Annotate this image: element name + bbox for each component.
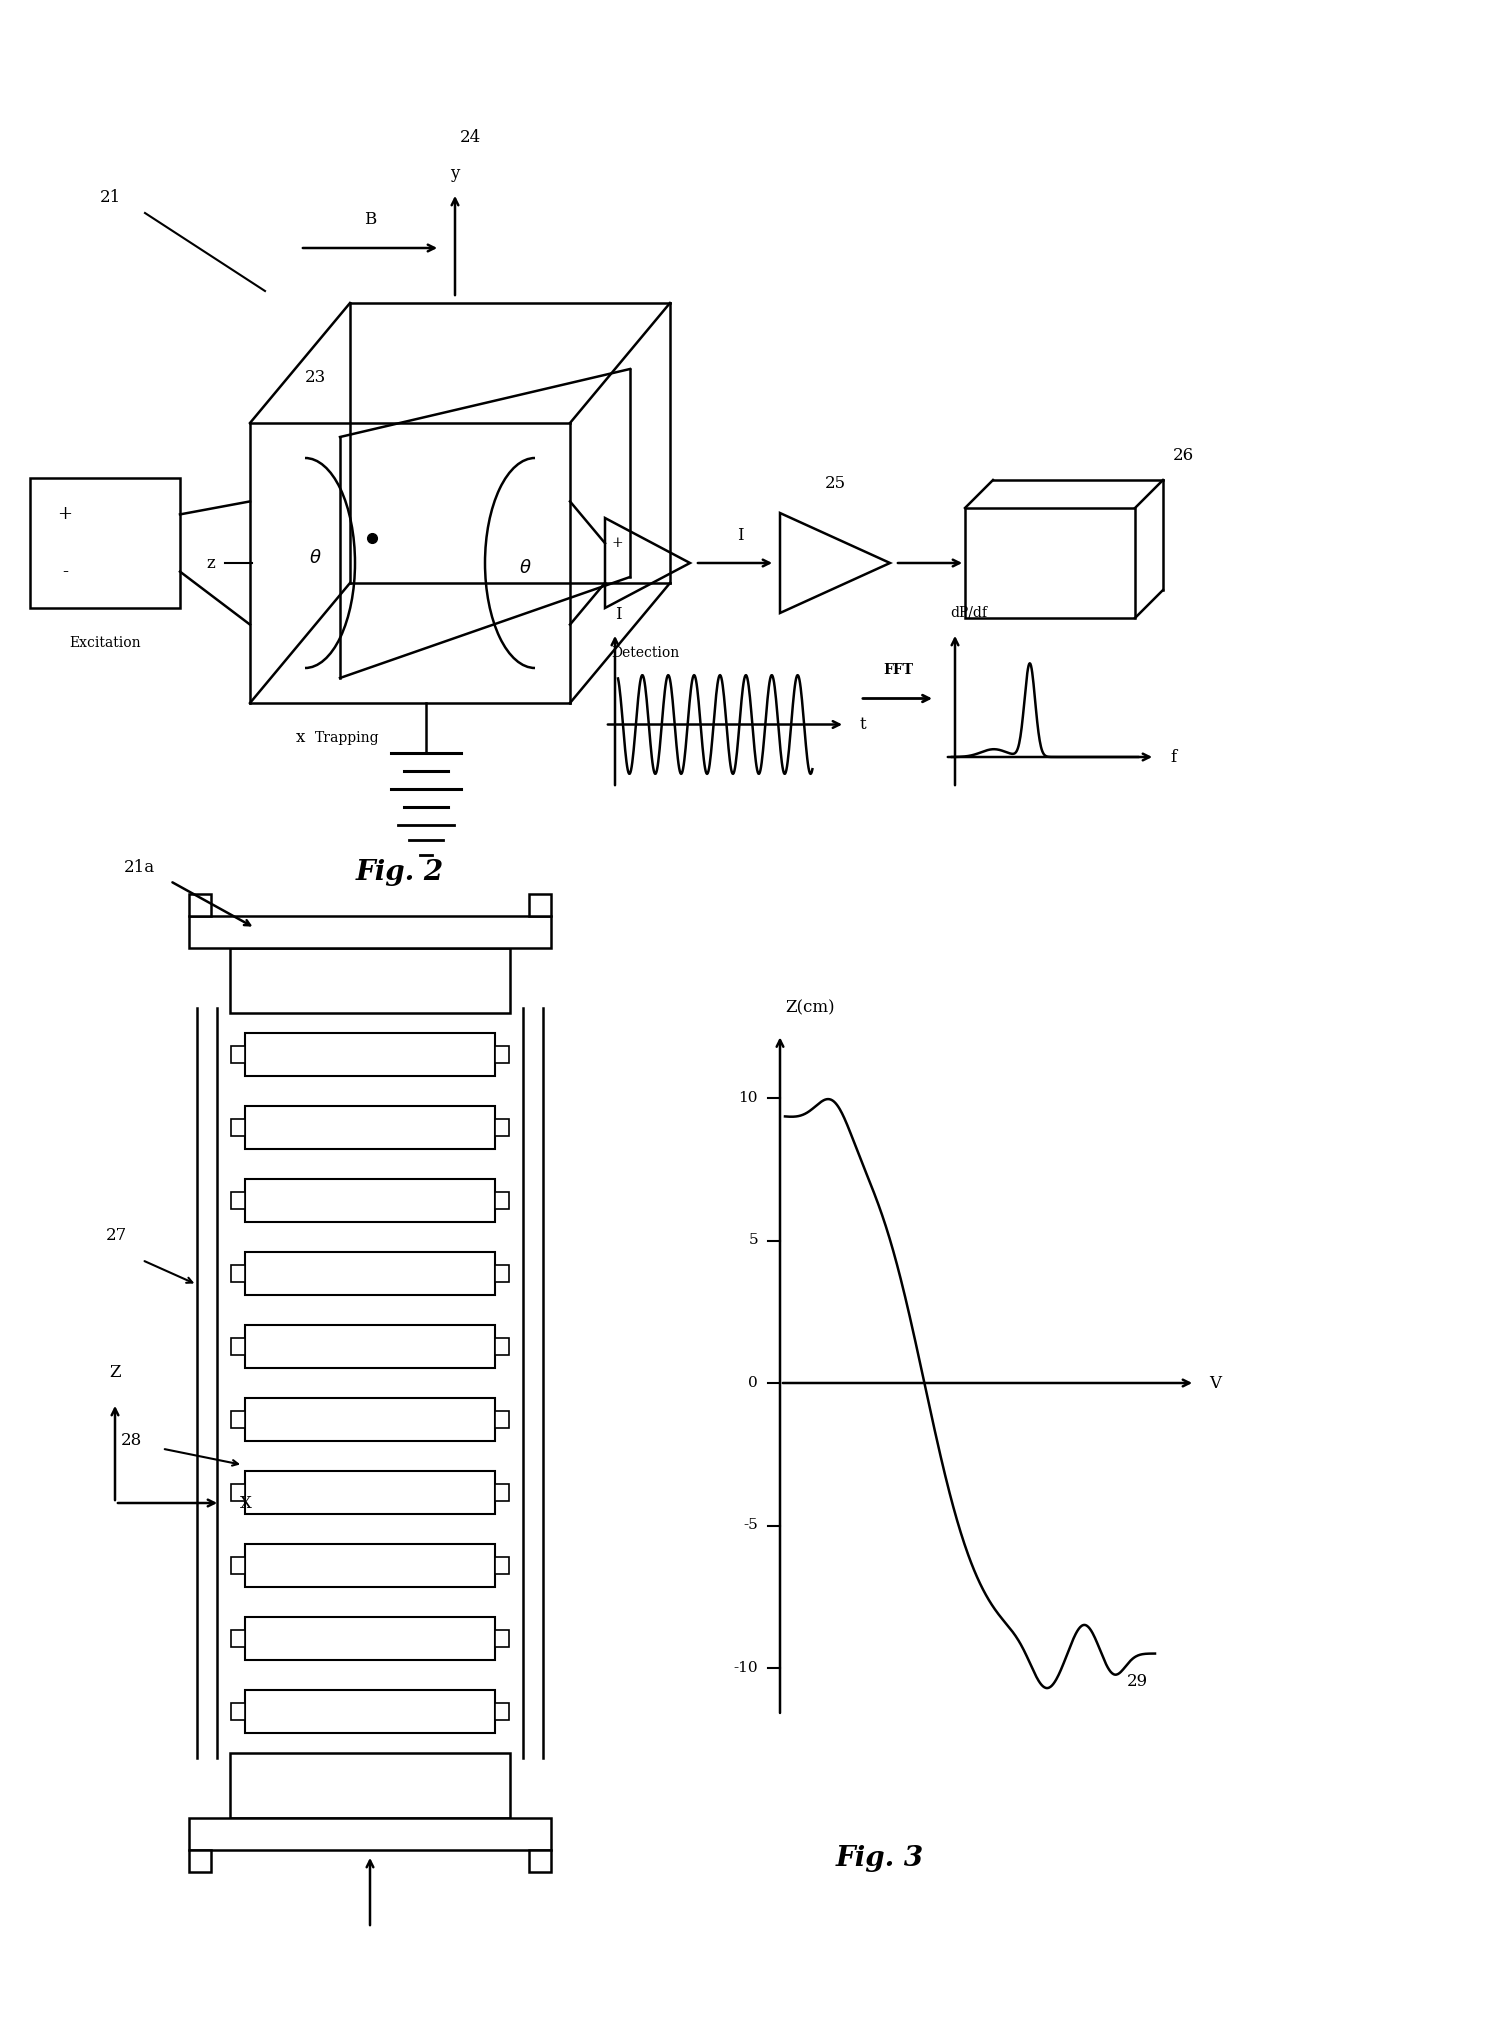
Text: 24: 24 <box>460 129 481 146</box>
Text: FFT: FFT <box>882 664 914 678</box>
Bar <box>231 1483 246 1501</box>
Text: 10: 10 <box>738 1090 757 1105</box>
Bar <box>246 1325 496 1368</box>
Text: -10: -10 <box>734 1661 757 1675</box>
Text: y: y <box>451 164 460 182</box>
Bar <box>496 1264 509 1283</box>
Bar <box>189 894 211 916</box>
Bar <box>246 1398 496 1442</box>
Bar <box>246 1471 496 1515</box>
Bar <box>246 1107 496 1149</box>
Text: $\theta$: $\theta$ <box>519 558 531 577</box>
Bar <box>530 894 551 916</box>
Bar <box>246 1616 496 1661</box>
Bar <box>231 1337 246 1355</box>
Bar <box>496 1119 509 1137</box>
Bar <box>231 1410 246 1428</box>
Bar <box>231 1558 246 1574</box>
Text: Z(cm): Z(cm) <box>786 999 835 1016</box>
Bar <box>231 1631 246 1647</box>
Bar <box>231 1754 510 1819</box>
Bar <box>246 1544 496 1588</box>
Text: 21a: 21a <box>124 860 155 876</box>
Text: 5: 5 <box>748 1234 757 1248</box>
Bar <box>231 949 510 1014</box>
Text: t: t <box>860 716 866 732</box>
Text: f: f <box>1170 749 1176 765</box>
Text: Z: Z <box>109 1364 121 1382</box>
Bar <box>231 1192 246 1210</box>
Text: x: x <box>295 730 305 746</box>
Bar <box>30 477 180 609</box>
Text: Excitation: Excitation <box>68 635 141 649</box>
Bar <box>966 508 1135 617</box>
Bar <box>496 1192 509 1210</box>
Bar <box>189 916 551 949</box>
Text: -: - <box>62 562 68 581</box>
Bar <box>231 1119 246 1137</box>
Text: 21: 21 <box>100 190 121 206</box>
Text: Fig. 2: Fig. 2 <box>356 860 443 886</box>
Text: +: + <box>612 536 623 550</box>
Text: z: z <box>207 554 214 573</box>
Text: Fig. 3: Fig. 3 <box>836 1845 924 1871</box>
Bar <box>246 1689 496 1734</box>
Bar <box>231 1264 246 1283</box>
Text: 28: 28 <box>121 1432 141 1448</box>
Text: 0: 0 <box>748 1376 757 1390</box>
Text: V: V <box>1210 1374 1222 1392</box>
Bar <box>246 1179 496 1222</box>
Bar <box>496 1337 509 1355</box>
Text: -: - <box>615 577 619 591</box>
Text: 27: 27 <box>106 1226 126 1244</box>
Bar <box>189 1849 211 1871</box>
Bar <box>496 1046 509 1064</box>
Text: B: B <box>365 212 376 229</box>
Text: 25: 25 <box>824 475 845 492</box>
Bar <box>246 1252 496 1295</box>
Text: $\theta$: $\theta$ <box>308 548 321 566</box>
Bar <box>246 1032 496 1076</box>
Text: I: I <box>737 526 744 544</box>
Text: X: X <box>240 1495 251 1511</box>
Bar <box>189 1819 551 1849</box>
Text: +: + <box>58 506 73 524</box>
Bar <box>496 1703 509 1720</box>
Bar <box>231 1703 246 1720</box>
Text: Trapping: Trapping <box>315 730 379 744</box>
Text: 26: 26 <box>1173 447 1195 463</box>
Text: 23: 23 <box>305 368 326 386</box>
Text: I: I <box>615 607 622 623</box>
Text: dP/df: dP/df <box>949 607 987 619</box>
Bar <box>496 1410 509 1428</box>
Bar <box>496 1483 509 1501</box>
Text: -5: -5 <box>743 1519 757 1533</box>
Bar <box>496 1631 509 1647</box>
Text: 29: 29 <box>1126 1673 1147 1689</box>
Text: Detection: Detection <box>612 645 679 659</box>
Bar <box>530 1849 551 1871</box>
Bar <box>496 1558 509 1574</box>
Bar <box>231 1046 246 1064</box>
